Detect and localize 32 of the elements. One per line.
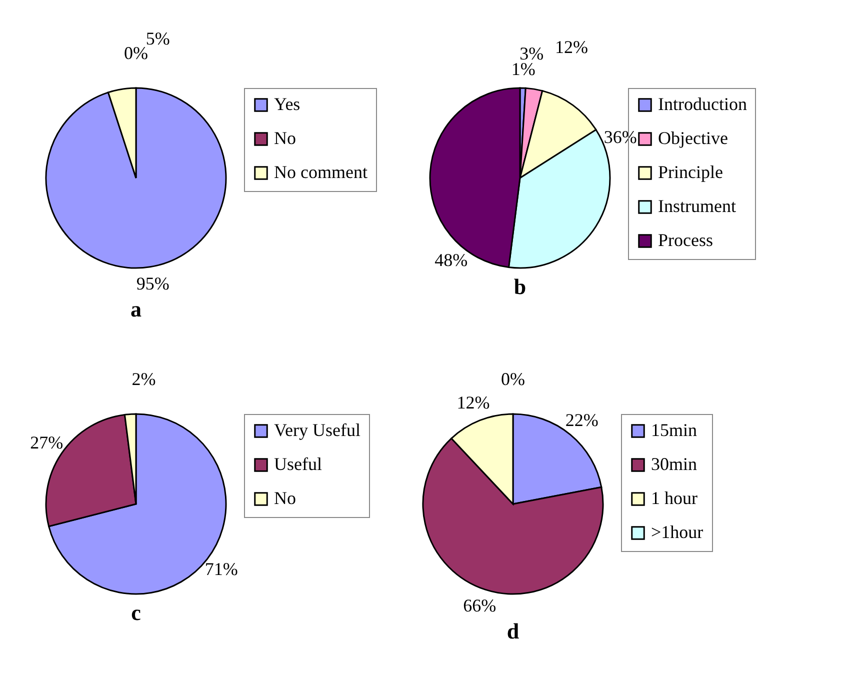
data-label: 2% (132, 369, 156, 390)
legend-label: 30min (651, 454, 698, 474)
text: a (130, 296, 142, 322)
legend-label: 1 hour (651, 488, 698, 508)
data-label: 27% (30, 432, 64, 452)
legend-label: >1hour (651, 522, 704, 542)
data-label: 12% (555, 36, 588, 57)
data-label: 95% (136, 274, 170, 294)
legend-label: Introduction (658, 94, 747, 114)
text: b (514, 274, 526, 299)
data-label: 71% (204, 559, 238, 580)
legend-label: Principle (658, 162, 723, 182)
data-label: 36% (604, 127, 637, 148)
legend-label: No (274, 128, 296, 148)
data-label: 5% (146, 28, 170, 49)
legend-label: Yes (274, 94, 300, 114)
data-label: 12% (456, 392, 490, 413)
legend-label: Very Useful (274, 420, 360, 440)
data-label: 48% (434, 250, 468, 270)
text: 0% (124, 43, 148, 63)
legend-label: No comment (274, 162, 368, 182)
text: d (506, 618, 520, 644)
legend-label: No (274, 488, 296, 508)
data-label: 22% (565, 410, 598, 430)
text: c (131, 600, 142, 625)
legend-label: 15min (651, 420, 698, 440)
legend-label: Instrument (658, 196, 736, 216)
text: 0% (501, 369, 525, 389)
data-label: 66% (463, 596, 496, 616)
legend-label: Process (658, 230, 713, 250)
legend-label: Objective (658, 128, 728, 148)
legend-label: Useful (274, 454, 322, 474)
